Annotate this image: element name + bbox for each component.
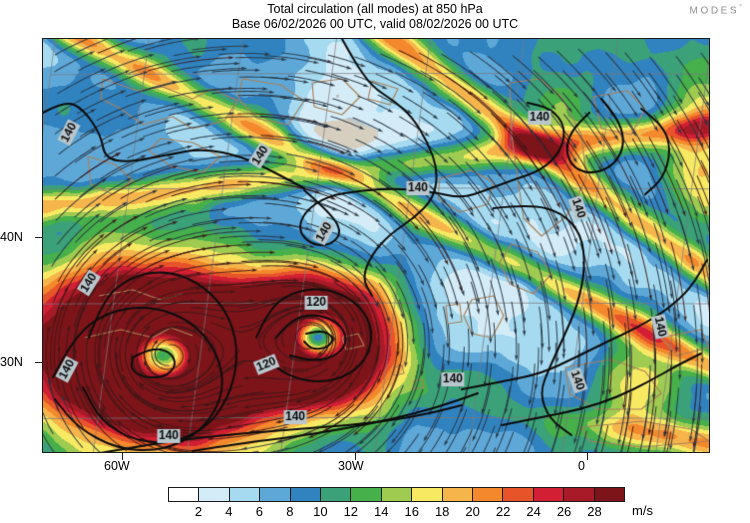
colorbar-tick-22: 22 (495, 504, 511, 519)
colorbar-tick-26: 26 (556, 504, 572, 519)
colorbar-swatch-3 (260, 488, 291, 501)
colorbar-tick-24: 24 (526, 504, 541, 519)
x-tick-0 (587, 453, 589, 460)
brand-text: MODES (689, 5, 740, 17)
x-tick-30w (355, 453, 357, 460)
chart-title-block: Total circulation (all modes) at 850 hPa… (0, 2, 750, 32)
colorbar-tick-10: 10 (313, 504, 328, 519)
colorbar-tick-18: 18 (434, 504, 450, 519)
axis-label-lat-40n: 40N (0, 230, 23, 244)
colorbar-swatch-9 (442, 488, 474, 501)
chart-subtitle: Base 06/02/2026 00 UTC, valid 08/02/2026… (231, 17, 519, 31)
colorbar-swatch-0 (169, 488, 200, 501)
y-tick-40n (35, 237, 42, 239)
colorbar-tick-20: 20 (465, 504, 480, 519)
colorbar-swatches (168, 487, 625, 502)
axis-label-lat-30n: 30N (0, 355, 23, 369)
map-plot-area (42, 38, 710, 453)
colorbar-swatch-4 (290, 488, 322, 501)
colorbar-tick-labels: 2 4 6 8 10 12 14 16 18 20 22 24 26 28 (168, 503, 625, 523)
colorbar-tick-2: 2 (194, 504, 203, 519)
y-tick-30n (35, 362, 42, 364)
colorbar-tick-14: 14 (374, 504, 389, 519)
axis-label-lon-0: 0 (578, 459, 585, 473)
colorbar-swatch-6 (351, 488, 382, 501)
colorbar-swatch-11 (503, 488, 534, 501)
colorbar-units-label: m/s (632, 503, 653, 518)
colorbar-swatch-8 (412, 488, 443, 501)
colorbar-swatch-7 (381, 488, 413, 501)
colorbar-swatch-12 (533, 488, 565, 501)
colorbar-swatch-2 (229, 488, 261, 501)
colorbar-swatch-1 (199, 488, 230, 501)
colorbar-swatch-14 (594, 488, 625, 501)
x-tick-60w (122, 453, 124, 460)
colorbar-swatch-10 (473, 488, 504, 501)
page-title: Total circulation (all modes) at 850 hPa (267, 2, 483, 16)
colorbar: 2 4 6 8 10 12 14 16 18 20 22 24 26 28 (168, 487, 625, 519)
weather-map-canvas (43, 39, 709, 452)
axis-label-lon-30w: 30W (338, 459, 364, 473)
axis-label-lon-60w: 60W (104, 459, 130, 473)
colorbar-tick-8: 8 (286, 504, 294, 519)
colorbar-tick-12: 12 (343, 504, 359, 519)
colorbar-tick-4: 4 (225, 504, 233, 519)
colorbar-swatch-5 (321, 488, 352, 501)
colorbar-tick-28: 28 (587, 504, 602, 519)
brand-superscript: ° (739, 4, 742, 11)
colorbar-swatch-13 (564, 488, 595, 501)
modes-logo: MODES° (690, 4, 742, 16)
colorbar-tick-6: 6 (255, 504, 264, 519)
colorbar-tick-16: 16 (404, 504, 419, 519)
